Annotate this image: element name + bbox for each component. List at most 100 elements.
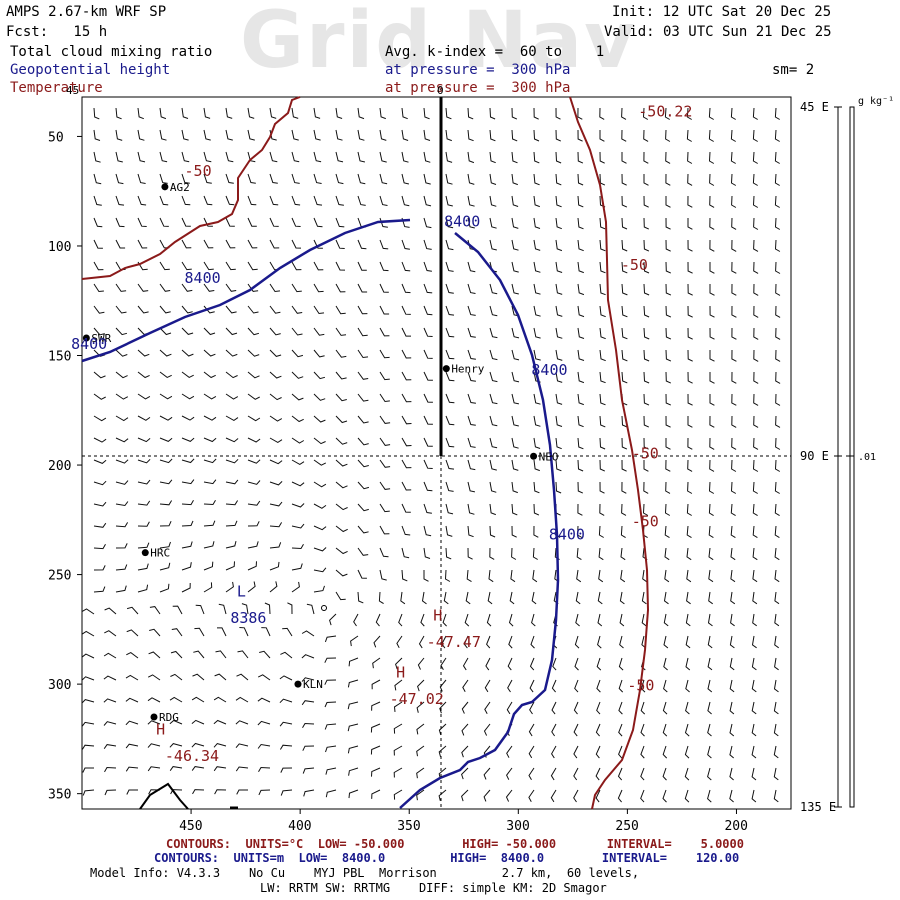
wind-barb-109	[379, 173, 388, 185]
wind-barb-424	[269, 393, 282, 401]
colorbar-unit: g kg⁻¹	[858, 96, 894, 107]
wind-barb-624	[445, 525, 453, 537]
wind-barb-105	[291, 173, 300, 184]
wind-barb-525	[379, 459, 391, 468]
wind-barb-221	[731, 239, 737, 252]
wind-barb-154	[665, 196, 671, 208]
wind-barb-54	[577, 129, 583, 142]
wind-barb-220	[709, 239, 715, 252]
wind-barb-473	[643, 415, 650, 428]
wind-barb-554	[313, 481, 327, 488]
wind-barb-74	[313, 151, 322, 163]
wind-barb-652	[357, 547, 369, 556]
wind-barb-573	[730, 481, 737, 494]
wind-barb-293	[203, 305, 215, 314]
wind-barb-48	[445, 129, 452, 142]
wind-barb-676	[181, 562, 192, 571]
height-contour-east	[399, 232, 560, 809]
wind-barb-168	[269, 217, 279, 227]
wind-barb-145	[467, 195, 475, 207]
wind-barb-215	[599, 239, 606, 252]
wind-barb-592	[445, 503, 454, 515]
wind-barb-851	[507, 679, 513, 693]
wind-barb-746	[306, 603, 315, 615]
wind-barb-869	[191, 696, 205, 703]
wind-barb-560	[445, 481, 454, 492]
wind-barb-305	[467, 305, 476, 316]
wind-barb-98	[137, 173, 146, 184]
wind-barb-276	[533, 283, 541, 295]
wind-barb-1015	[595, 789, 601, 803]
wind-barb-944	[438, 745, 447, 757]
wind-barb-656	[445, 547, 452, 560]
wind-barb-804	[170, 650, 183, 659]
wind-barb-523	[335, 459, 348, 467]
wind-barb-390	[225, 371, 238, 379]
wind-barb-338	[489, 327, 498, 339]
wind-barb-300	[357, 305, 368, 315]
plot-frame	[81, 96, 792, 810]
wind-barb-302	[401, 305, 411, 315]
wind-barb-688	[444, 569, 451, 582]
wind-barb-91	[687, 151, 693, 164]
wind-barb-605	[730, 503, 736, 517]
wind-barb-41	[291, 129, 299, 141]
wind-barb-301	[379, 305, 390, 315]
wind-barb-416	[93, 393, 106, 400]
wind-barb-761	[641, 613, 647, 627]
wind-barb-979	[506, 767, 513, 780]
wind-barb-813	[372, 657, 381, 669]
wind-barb-144	[445, 195, 453, 207]
wind-barb-214	[577, 239, 584, 252]
wind-barb-738	[126, 606, 139, 615]
wind-barb-920	[618, 723, 623, 737]
model-info-line2: LW: RRTM SW: RRTMG DIFF: simple KM: 2D S…	[260, 881, 607, 895]
wind-barb-724	[531, 591, 537, 605]
wind-barb-952	[618, 745, 623, 759]
wind-barb-985	[640, 767, 645, 781]
wind-barb-901	[191, 719, 205, 725]
wind-barb-695	[598, 569, 604, 583]
wind-barb-401	[467, 371, 476, 382]
map-plot: 0 45 50 100 150 200 250 300 350 450 400 350 300 25…	[48, 84, 894, 834]
wind-barb-998	[214, 789, 227, 795]
wind-barb-1017	[640, 789, 645, 803]
station-dot-neo	[530, 452, 538, 460]
wind-barb-815	[417, 657, 425, 670]
wind-barb-9	[291, 107, 299, 119]
wind-barb-698	[664, 569, 670, 583]
wind-barb-142	[401, 195, 410, 207]
wind-barb-271	[423, 283, 433, 294]
wind-barb-330	[313, 327, 325, 336]
wind-barb-421	[203, 393, 217, 400]
y-tick-label-6: 350	[48, 788, 71, 803]
wind-barb-213	[555, 239, 563, 252]
wind-barb-780	[350, 635, 359, 647]
wind-barb-442	[665, 393, 672, 406]
wind-barb-879	[416, 701, 425, 713]
temperature-label-9: -50	[627, 677, 654, 695]
wind-barb-561	[467, 481, 476, 493]
wind-barb-876	[347, 701, 359, 710]
wind-barb-323	[159, 327, 172, 336]
wind-barb-709	[203, 582, 213, 593]
wind-barb-541	[731, 459, 737, 472]
wind-barb-67	[159, 151, 168, 163]
wind-barb-381	[731, 349, 737, 362]
wind-barb-539	[687, 459, 693, 472]
wind-barb-923	[684, 723, 690, 737]
x-tick-label-5: 200	[724, 819, 747, 834]
wind-barb-204	[357, 239, 367, 250]
wind-barb-8	[269, 107, 277, 119]
wind-barb-380	[709, 350, 715, 362]
wind-barb-749	[375, 613, 381, 627]
wind-barb-501	[555, 437, 562, 450]
temperature-label-4: -50	[632, 512, 659, 530]
wind-barb-663	[598, 547, 604, 561]
wind-barb-504	[621, 437, 628, 450]
wind-barb-256	[93, 283, 104, 293]
wind-barb-718	[400, 591, 406, 605]
wind-barb-317	[731, 305, 737, 318]
wind-barb-950	[573, 745, 579, 759]
wind-barb-28	[708, 107, 714, 120]
